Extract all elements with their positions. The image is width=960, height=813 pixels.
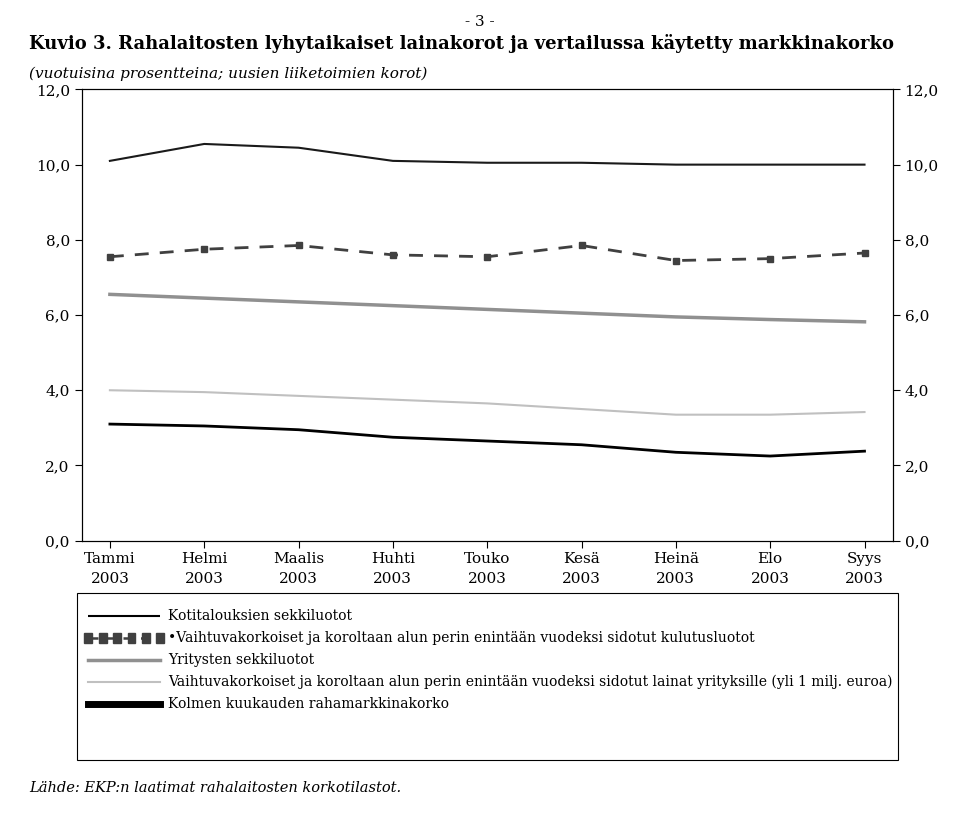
Text: 2003: 2003 bbox=[657, 572, 695, 585]
Text: 2003: 2003 bbox=[563, 572, 601, 585]
Text: Yritysten sekkiluotot: Yritysten sekkiluotot bbox=[168, 653, 314, 667]
Text: Kuvio 3. Rahalaitosten lyhytaikaiset lainakorot ja vertailussa käytetty markkina: Kuvio 3. Rahalaitosten lyhytaikaiset lai… bbox=[29, 34, 894, 53]
Text: Kolmen kuukauden rahamarkkinakorko: Kolmen kuukauden rahamarkkinakorko bbox=[168, 697, 449, 711]
Text: Lähde: EKP:n laatimat rahalaitosten korkotilastot.: Lähde: EKP:n laatimat rahalaitosten kork… bbox=[29, 781, 401, 795]
Text: Vaihtuvakorkoiset ja koroltaan alun perin enintään vuodeksi sidotut lainat yrity: Vaihtuvakorkoiset ja koroltaan alun peri… bbox=[168, 675, 893, 689]
Text: 2003: 2003 bbox=[90, 572, 130, 585]
Text: 2003: 2003 bbox=[373, 572, 412, 585]
Text: •Vaihtuvakorkoiset ja koroltaan alun perin enintään vuodeksi sidotut kulutusluot: •Vaihtuvakorkoiset ja koroltaan alun per… bbox=[168, 631, 755, 646]
Text: 2003: 2003 bbox=[184, 572, 224, 585]
Text: 2003: 2003 bbox=[279, 572, 318, 585]
Text: 2003: 2003 bbox=[751, 572, 790, 585]
Text: Kotitalouksien sekkiluotot: Kotitalouksien sekkiluotot bbox=[168, 609, 352, 624]
Text: 2003: 2003 bbox=[468, 572, 507, 585]
Text: (vuotuisina prosentteina; uusien liiketoimien korot): (vuotuisina prosentteina; uusien liiketo… bbox=[29, 67, 427, 81]
Text: - 3 -: - 3 - bbox=[466, 15, 494, 28]
Text: 2003: 2003 bbox=[845, 572, 884, 585]
